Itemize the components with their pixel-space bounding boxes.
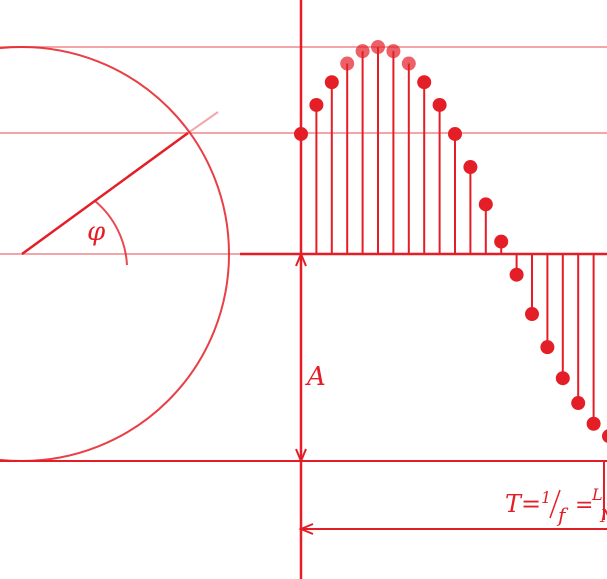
- sample-point: [371, 40, 385, 54]
- sample-point: [386, 44, 401, 59]
- sample-stems: [294, 40, 607, 443]
- sample-point: [355, 44, 370, 59]
- sample-point: [509, 267, 524, 282]
- sample-point: [602, 429, 607, 443]
- dimension-arrows: [295, 251, 314, 535]
- sample-point: [401, 56, 416, 71]
- sample-point: [540, 340, 555, 355]
- radius-extension-line: [187, 111, 219, 134]
- sample-point: [586, 416, 601, 431]
- period-formula: T= 1 f = L N: [505, 485, 607, 527]
- sample-point: [494, 234, 509, 249]
- sample-point: [294, 126, 308, 141]
- sample-point: [571, 396, 586, 411]
- period-frac2-num: L: [591, 485, 603, 504]
- period-formula-lhs: T=: [505, 490, 541, 518]
- sample-point: [448, 126, 462, 141]
- amplitude-label: A: [305, 362, 326, 392]
- period-frac1-num: 1: [541, 488, 551, 507]
- angle-label: φ: [87, 217, 106, 247]
- sample-point: [340, 56, 355, 71]
- amplitude-arrow-bottom: [295, 448, 307, 464]
- sample-point: [463, 160, 478, 175]
- period-frac1-den: f: [556, 503, 569, 527]
- sample-point: [324, 75, 339, 90]
- period-formula-eq: =: [575, 493, 593, 518]
- sample-point: [555, 371, 570, 386]
- sample-point: [417, 75, 432, 90]
- phasor-radius: [21, 131, 189, 256]
- period-arrow-left: [298, 523, 314, 535]
- sample-point: [525, 307, 539, 322]
- sample-point: [309, 97, 324, 112]
- period-frac2-den: N: [599, 506, 607, 527]
- period-frac1-slash: [549, 489, 561, 519]
- angle-arc: [94, 200, 128, 266]
- sample-point: [432, 97, 447, 112]
- sample-point: [478, 197, 493, 212]
